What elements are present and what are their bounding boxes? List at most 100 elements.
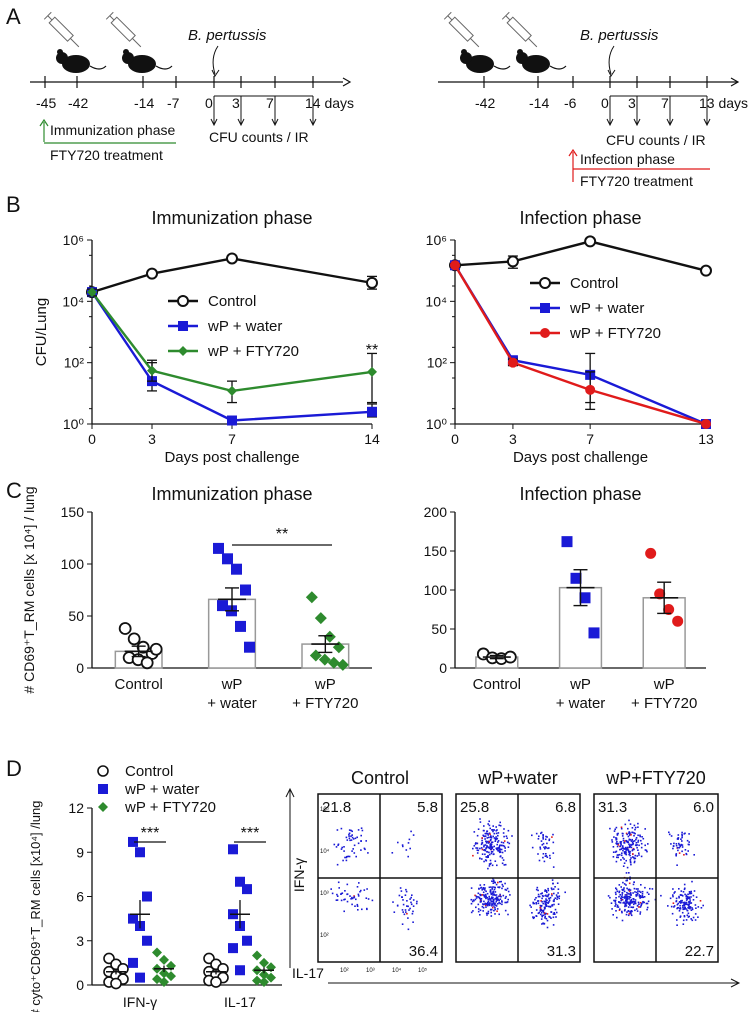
flow-event	[501, 883, 504, 886]
flow-event	[546, 856, 549, 858]
flow-event	[480, 847, 483, 849]
flow-event	[631, 910, 633, 913]
flow-event	[511, 835, 513, 837]
readout-arrowhead	[271, 118, 279, 127]
flow-event	[675, 853, 678, 855]
flow-event	[531, 912, 533, 914]
flow-event	[536, 900, 539, 902]
flow-event	[547, 894, 549, 896]
flow-event	[615, 838, 617, 841]
flow-event	[626, 879, 628, 882]
quadrant-value-top-right: 5.8	[417, 799, 438, 816]
flow-event	[497, 899, 500, 901]
flow-event	[537, 895, 540, 898]
x-tick-label: 0	[451, 431, 459, 447]
phase-label: Immunization phase	[50, 122, 176, 138]
flow-event	[564, 891, 566, 894]
flow-event	[471, 900, 474, 903]
flow-event	[367, 898, 370, 900]
flow-event	[555, 894, 558, 896]
flow-event	[411, 894, 413, 896]
flow-event	[532, 902, 535, 905]
flow-event	[412, 834, 415, 836]
flow-event	[637, 892, 639, 895]
flow-event	[629, 852, 631, 854]
data-point	[579, 592, 591, 604]
flow-event	[546, 926, 549, 929]
flow-event	[352, 848, 354, 850]
flow-event	[621, 911, 623, 914]
flow-event	[405, 890, 408, 893]
flow-event	[542, 895, 544, 898]
flow-event	[396, 905, 399, 907]
data-point	[152, 947, 162, 958]
flow-event	[348, 832, 351, 835]
flow-event	[630, 893, 632, 895]
flow-event	[631, 841, 634, 844]
legend-marker	[178, 346, 188, 356]
flow-event	[495, 837, 498, 840]
flow-event	[694, 904, 697, 906]
flow-event	[337, 843, 340, 846]
flow-event	[537, 838, 540, 840]
flow-event	[473, 831, 476, 833]
flow-event	[488, 886, 491, 889]
flow-event	[613, 830, 616, 832]
data-point	[588, 627, 600, 639]
flow-event	[404, 894, 407, 896]
flow-event	[497, 841, 499, 843]
quadrant-value-top-left: 25.8	[460, 799, 489, 816]
flow-event	[504, 909, 507, 912]
flow-event	[484, 904, 487, 907]
flow-event	[679, 915, 682, 917]
flow-event	[649, 887, 651, 890]
flow-event	[640, 896, 643, 899]
series-line-wp-fty720	[91, 291, 373, 393]
x-tick-label: 7	[228, 431, 236, 447]
flow-event	[626, 911, 628, 913]
flow-event	[622, 881, 624, 884]
flow-event	[675, 843, 678, 845]
significance-annotation: **	[366, 342, 378, 359]
flow-event	[609, 896, 611, 899]
flow-event	[487, 910, 490, 913]
flow-event	[626, 899, 628, 901]
flow-event	[346, 883, 349, 886]
flow-event	[681, 844, 684, 846]
flow-event	[488, 847, 491, 850]
flow-event	[491, 903, 493, 906]
flow-event	[641, 893, 644, 895]
flow-event	[683, 903, 685, 905]
flow-event	[540, 905, 543, 907]
flow-event	[551, 836, 553, 838]
flow-event	[628, 888, 631, 891]
flow-event	[638, 854, 640, 856]
flow-event	[542, 842, 545, 845]
flow-event	[634, 902, 637, 905]
flow-event	[625, 879, 627, 882]
flow-event	[635, 888, 638, 890]
flow-event	[479, 893, 481, 896]
flow-event	[479, 898, 482, 901]
legend-label: wP + FTY720	[569, 325, 661, 342]
flow-event	[475, 842, 477, 844]
flow-event	[548, 901, 550, 903]
flow-event	[490, 836, 493, 839]
y-axis-label: CFU/Lung	[33, 298, 50, 366]
flow-event	[470, 887, 473, 889]
flow-event	[548, 899, 551, 902]
flow-event	[645, 849, 648, 852]
flow-event	[545, 855, 548, 857]
data-point	[506, 255, 519, 268]
flow-event	[633, 903, 635, 906]
quadrant-value-bottom-right: 22.7	[685, 943, 714, 960]
x-tick-label: IL-17	[224, 994, 256, 1010]
x-tick-label: 13	[698, 431, 714, 447]
flow-event	[636, 855, 639, 857]
data-point	[227, 415, 237, 426]
flow-event	[410, 903, 413, 906]
flow-event	[625, 913, 628, 916]
flow-event	[623, 862, 626, 864]
flow-event	[679, 894, 682, 896]
